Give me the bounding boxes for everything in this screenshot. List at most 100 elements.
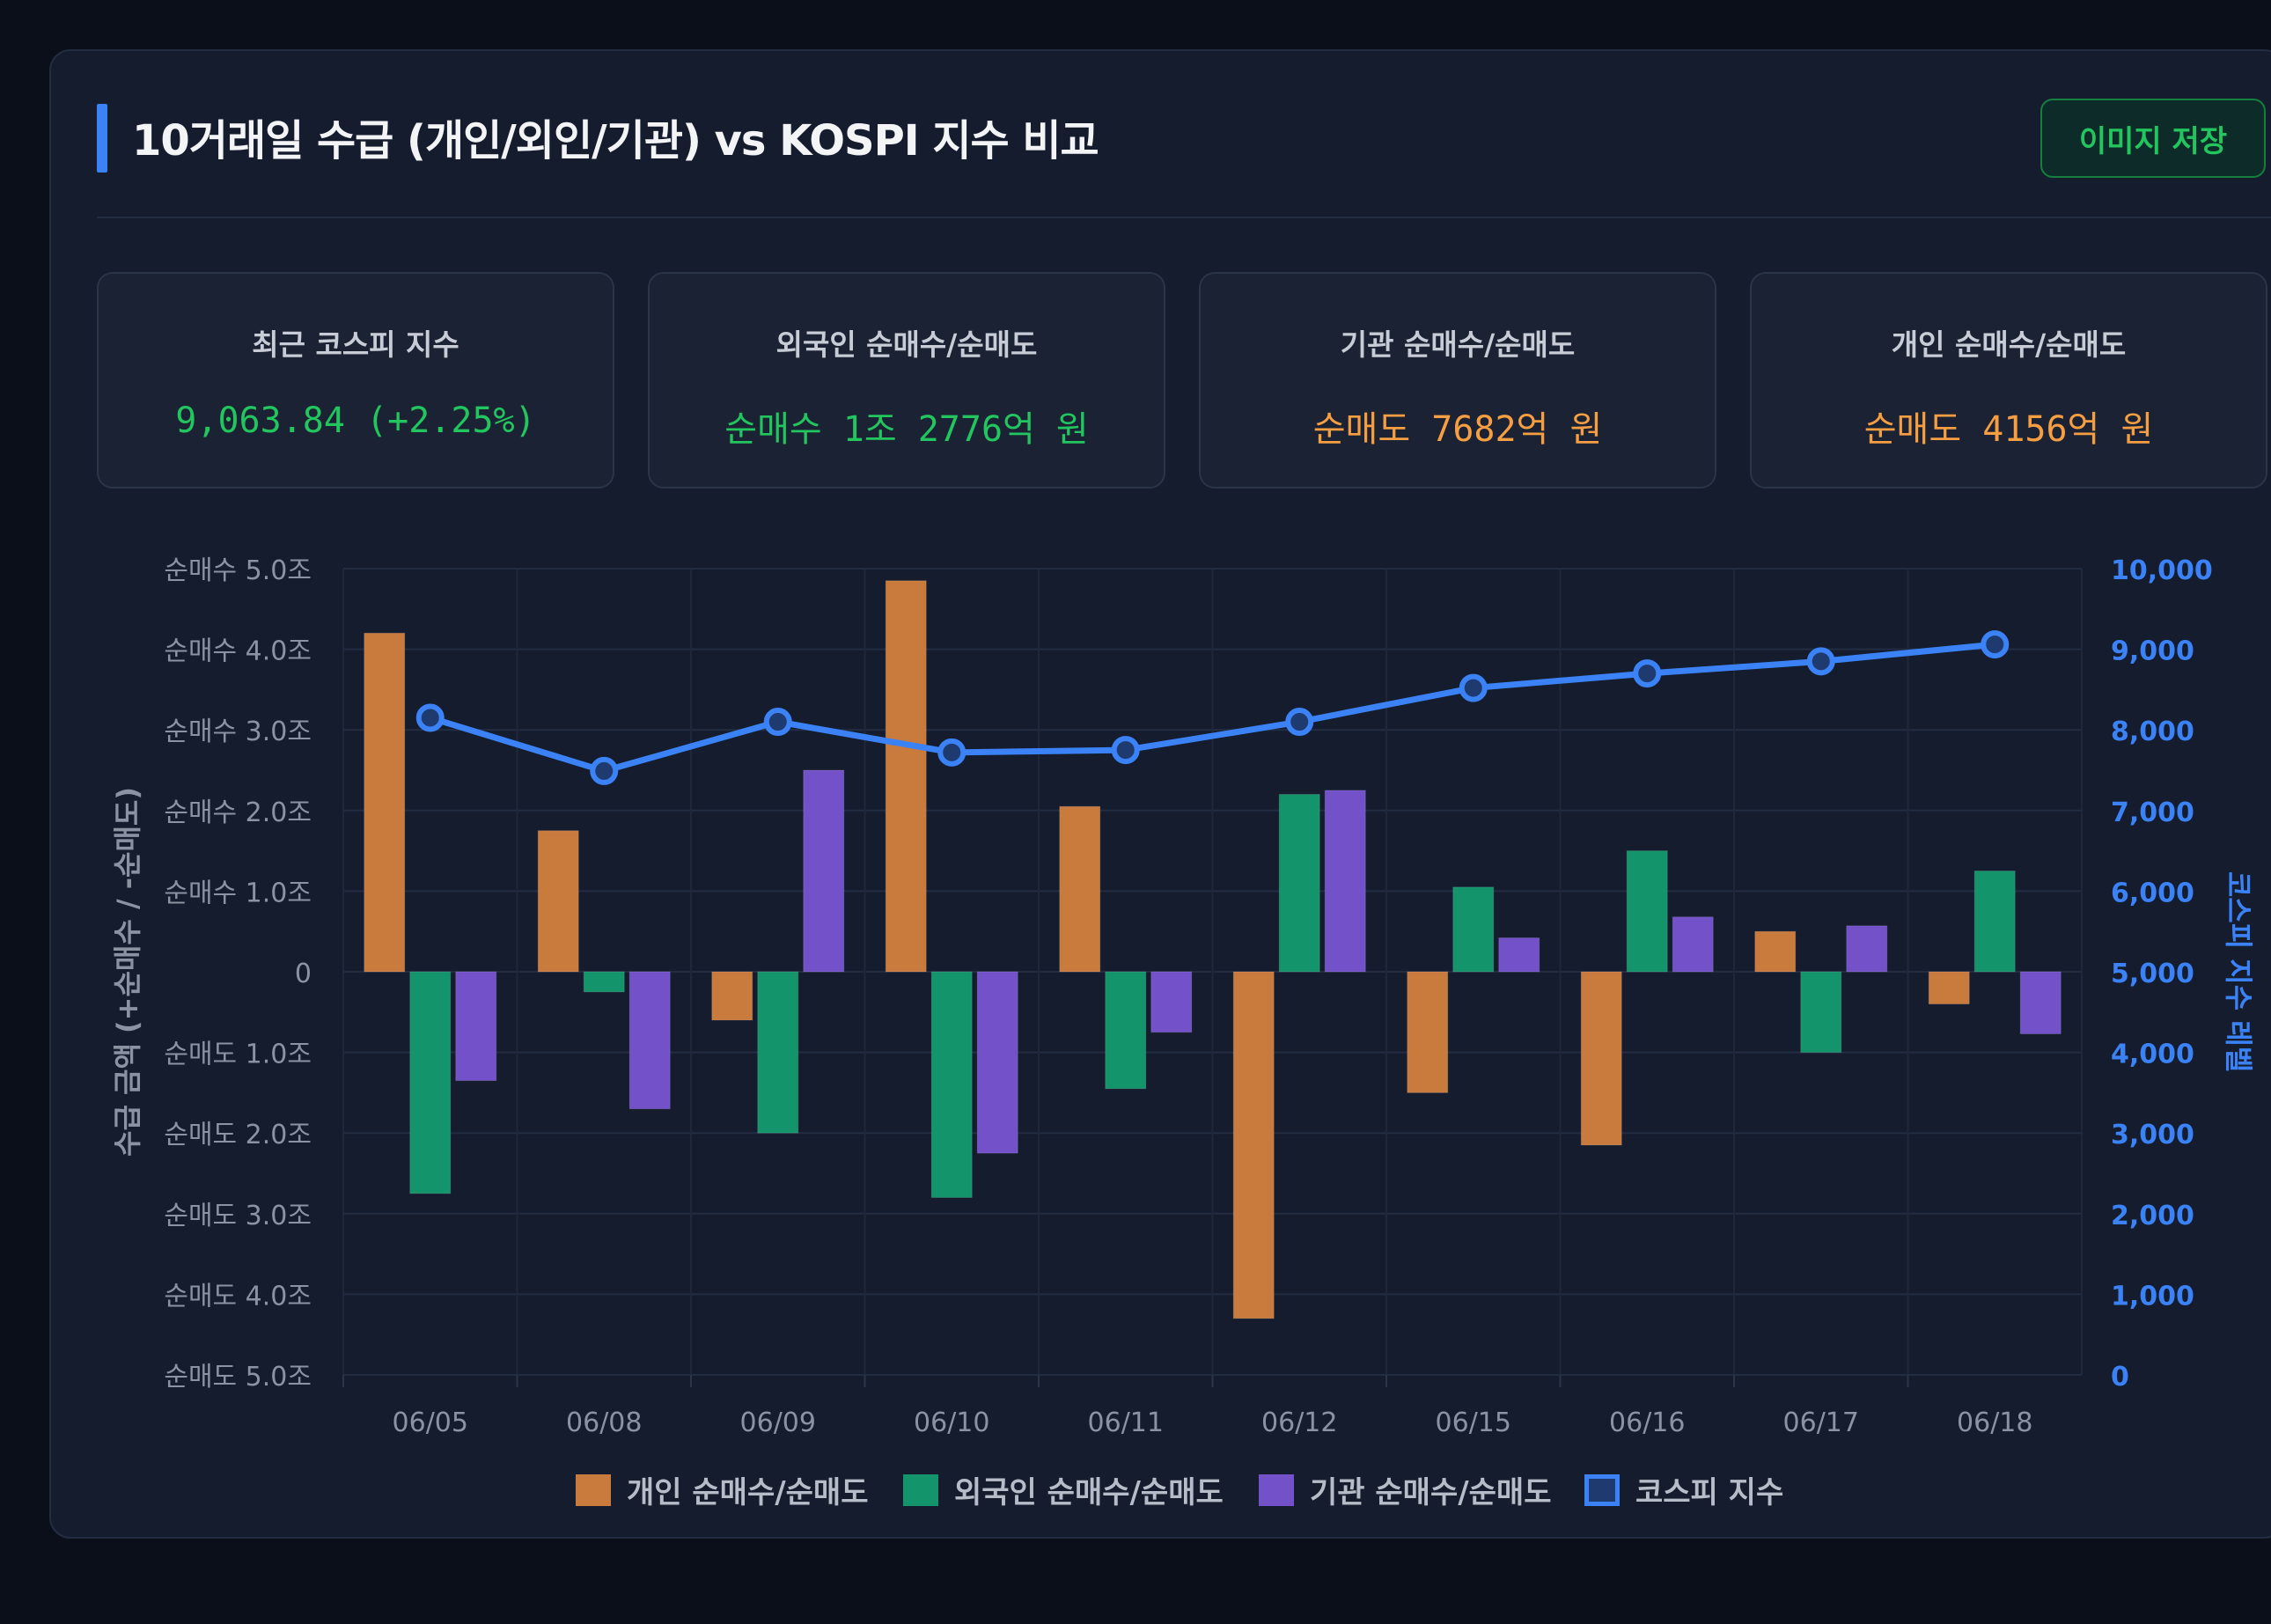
bar-institution-4 <box>1150 971 1193 1033</box>
right-tick-label-7: 3,000 <box>2111 1120 2194 1150</box>
bar-foreign-6 <box>1452 886 1495 973</box>
right-axis-title: 코스피 지수 레벨 <box>2222 871 2255 1072</box>
bar-foreign-5 <box>1278 793 1320 973</box>
card-institution: 기관 순매수/순매도 순매도 7682억 원 <box>1199 272 1716 489</box>
kospi-point-7 <box>1633 659 1662 688</box>
legend-item-kospi[interactable]: 코스피 지수 <box>1584 1468 1783 1511</box>
card-individual-value: 순매도 4156억 원 <box>1863 409 2154 450</box>
card-foreign-label: 외국인 순매수/순매도 <box>775 327 1038 362</box>
left-tick-label-1: 순매수 4.0조 <box>164 636 312 667</box>
left-tick-label-8: 순매도 3.0조 <box>164 1201 312 1231</box>
bar-institution-0 <box>455 971 497 1082</box>
legend-label-foreign: 외국인 순매수/순매도 <box>954 1475 1224 1510</box>
right-tick-label-2: 8,000 <box>2111 716 2194 747</box>
card-individual: 개인 순매수/순매도 순매도 4156억 원 <box>1750 272 2267 489</box>
legend-label-institution: 기관 순매수/순매도 <box>1310 1475 1552 1510</box>
page-title: 10거래일 수급 (개인/외인/기관) vs KOSPI 지수 비교 <box>132 116 1099 165</box>
kospi-point-5 <box>1285 708 1314 737</box>
right-tick-label-9: 1,000 <box>2111 1281 2194 1312</box>
left-tick-label-5: 0 <box>295 959 312 989</box>
legend-label-individual: 개인 순매수/순매도 <box>627 1475 869 1510</box>
card-foreign-value: 순매수 1조 2776억 원 <box>724 409 1089 450</box>
bar-institution-6 <box>1498 937 1540 973</box>
legend-item-institution[interactable]: 기관 순매수/순매도 <box>1259 1468 1552 1511</box>
bar-foreign-1 <box>583 971 625 993</box>
kospi-point-4 <box>1111 736 1140 765</box>
left-tick-label-2: 순매수 3.0조 <box>164 716 312 747</box>
bar-institution-7 <box>1672 916 1714 973</box>
kospi-point-9 <box>1981 630 2010 659</box>
bar-foreign-0 <box>409 971 452 1194</box>
card-kospi: 최근 코스피 지수 9,063.84 (+2.25%) <box>97 272 614 489</box>
chart-legend: 개인 순매수/순매도 외국인 순매수/순매도 기관 순매수/순매도 코스피 지수 <box>0 1468 2271 1512</box>
right-tick-label-1: 9,000 <box>2111 636 2194 667</box>
title-accent-bar <box>97 104 107 173</box>
bar-institution-9 <box>2019 971 2062 1035</box>
left-axis-title: 수급 금액 (+순매수 / -순매도) <box>111 787 144 1157</box>
left-tick-label-9: 순매도 4.0조 <box>164 1281 312 1312</box>
right-tick-label-10: 0 <box>2111 1362 2129 1393</box>
card-kospi-label: 최근 코스피 지수 <box>252 327 459 362</box>
bar-foreign-4 <box>1105 971 1147 1090</box>
bar-institution-8 <box>1846 925 1888 973</box>
left-tick-label-7: 순매도 2.0조 <box>164 1120 312 1150</box>
bar-institution-2 <box>803 769 845 973</box>
legend-swatch-foreign <box>903 1473 938 1506</box>
legend-swatch-individual <box>576 1473 611 1506</box>
bar-individual-8 <box>1754 930 1797 973</box>
x-tick-label-8: 06/17 <box>1783 1407 1859 1438</box>
bar-individual-5 <box>1232 971 1275 1319</box>
left-tick-label-10: 순매도 5.0조 <box>164 1362 312 1393</box>
bar-individual-7 <box>1580 971 1622 1146</box>
kospi-point-0 <box>415 703 445 732</box>
bar-individual-4 <box>1059 805 1101 973</box>
bar-institution-3 <box>976 971 1018 1154</box>
card-foreign: 외국인 순매수/순매도 순매수 1조 2776억 원 <box>648 272 1165 489</box>
x-tick-label-5: 06/12 <box>1261 1407 1337 1438</box>
x-tick-label-0: 06/05 <box>393 1407 468 1438</box>
left-tick-label-4: 순매수 1.0조 <box>164 878 312 908</box>
x-tick-label-1: 06/08 <box>566 1407 642 1438</box>
card-institution-label: 기관 순매수/순매도 <box>1340 327 1576 362</box>
x-tick-label-3: 06/10 <box>914 1407 989 1438</box>
card-kospi-value: 9,063.84 (+2.25%) <box>175 400 536 441</box>
bar-individual-9 <box>1928 971 1970 1005</box>
x-tick-label-2: 06/09 <box>740 1407 816 1438</box>
legend-item-foreign[interactable]: 외국인 순매수/순매도 <box>903 1468 1224 1511</box>
bar-foreign-2 <box>757 971 799 1134</box>
kospi-point-8 <box>1806 647 1835 676</box>
right-tick-label-3: 7,000 <box>2111 797 2194 828</box>
bar-foreign-7 <box>1626 850 1668 973</box>
kospi-point-3 <box>937 738 966 767</box>
header-divider <box>97 217 2271 218</box>
bar-individual-6 <box>1407 971 1449 1093</box>
kospi-point-6 <box>1459 673 1488 702</box>
legend-label-kospi: 코스피 지수 <box>1635 1475 1784 1510</box>
legend-swatch-kospi <box>1584 1473 1620 1506</box>
bar-foreign-9 <box>1973 871 2016 973</box>
kospi-point-1 <box>590 756 619 785</box>
bar-institution-1 <box>628 971 671 1110</box>
left-tick-label-0: 순매수 5.0조 <box>164 555 312 586</box>
x-tick-label-6: 06/15 <box>1436 1407 1511 1438</box>
bar-individual-3 <box>885 580 927 973</box>
x-tick-label-4: 06/11 <box>1088 1407 1164 1438</box>
left-tick-label-6: 순매도 1.0조 <box>164 1040 312 1070</box>
right-tick-label-6: 4,000 <box>2111 1040 2194 1070</box>
card-individual-label: 개인 순매수/순매도 <box>1891 327 2127 362</box>
save-image-button[interactable]: 이미지 저장 <box>2040 99 2266 178</box>
legend-swatch-institution <box>1259 1473 1294 1506</box>
bar-foreign-8 <box>1800 971 1842 1054</box>
bar-individual-1 <box>537 830 579 973</box>
right-tick-label-0: 10,000 <box>2111 555 2213 586</box>
legend-item-individual[interactable]: 개인 순매수/순매도 <box>576 1468 869 1511</box>
bar-individual-2 <box>711 971 753 1021</box>
bar-individual-0 <box>364 632 406 973</box>
right-tick-label-5: 5,000 <box>2111 959 2194 989</box>
x-tick-label-7: 06/16 <box>1609 1407 1685 1438</box>
right-tick-label-4: 6,000 <box>2111 878 2194 908</box>
right-tick-label-8: 2,000 <box>2111 1201 2194 1231</box>
bar-institution-5 <box>1324 790 1366 973</box>
left-tick-label-3: 순매수 2.0조 <box>164 797 312 828</box>
